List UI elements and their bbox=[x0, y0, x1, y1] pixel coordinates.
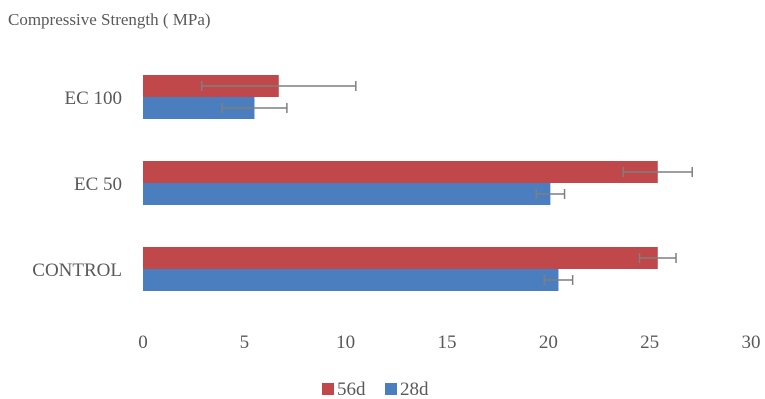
x-tick-label: 5 bbox=[240, 332, 250, 353]
x-tick-label: 0 bbox=[138, 332, 148, 353]
legend-label-56d: 56d bbox=[337, 379, 366, 399]
category-labels: CONTROL EC 50 EC 100 bbox=[32, 88, 122, 281]
error-bars-layer bbox=[201, 81, 693, 285]
category-label: EC 100 bbox=[64, 88, 122, 109]
bars-layer bbox=[143, 75, 658, 291]
category-label: CONTROL bbox=[32, 260, 122, 281]
bar-56d bbox=[143, 247, 658, 269]
chart-title: Compressive Strength ( MPa) bbox=[8, 10, 211, 29]
legend-swatch-56d bbox=[322, 383, 334, 395]
legend: 56d 28d bbox=[322, 379, 429, 399]
category-label: EC 50 bbox=[74, 174, 122, 195]
x-tick-label: 30 bbox=[742, 332, 761, 353]
bar-28d bbox=[143, 97, 255, 119]
x-tick-label: 10 bbox=[336, 332, 355, 353]
legend-swatch-28d bbox=[385, 383, 397, 395]
x-tick-label: 15 bbox=[438, 332, 457, 353]
x-tick-label: 20 bbox=[539, 332, 558, 353]
x-axis-tick-labels: 0 5 10 15 20 25 30 bbox=[138, 332, 760, 353]
x-tick-label: 25 bbox=[640, 332, 659, 353]
bar-28d bbox=[143, 269, 559, 291]
legend-label-28d: 28d bbox=[400, 379, 429, 399]
bar-28d bbox=[143, 183, 551, 205]
bar-56d bbox=[143, 161, 658, 183]
